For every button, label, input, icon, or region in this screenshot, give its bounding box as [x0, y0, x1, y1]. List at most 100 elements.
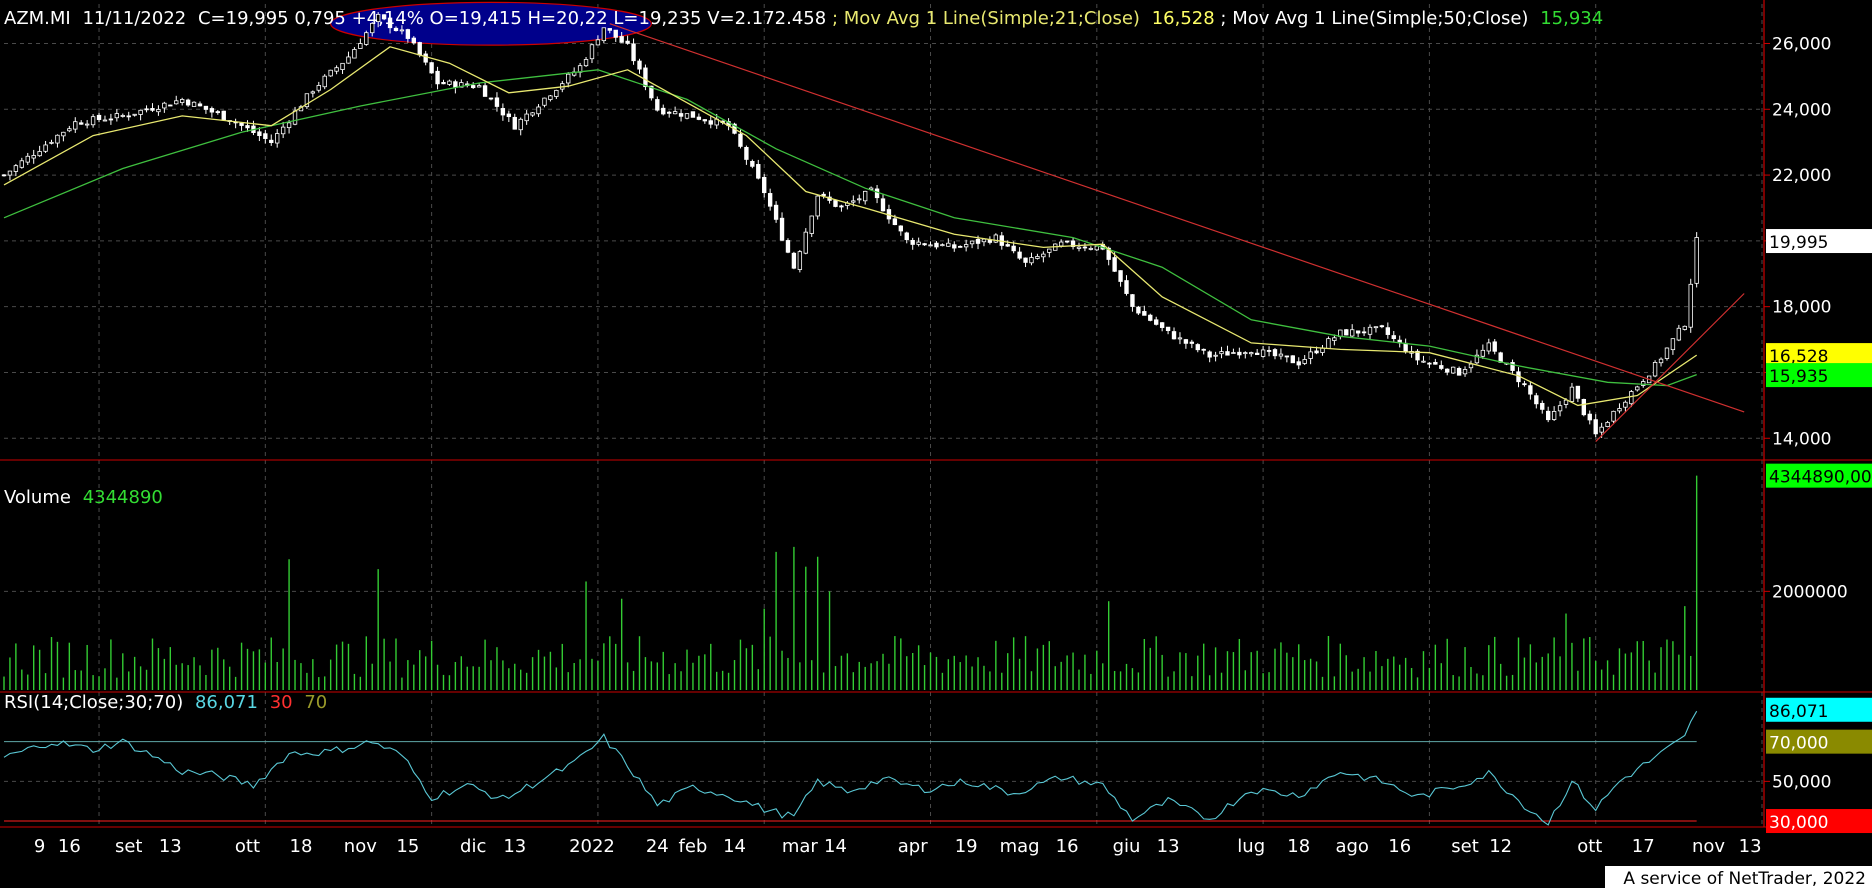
x-tick-label: 13	[1739, 836, 1762, 857]
candle-body	[162, 102, 167, 109]
price-tick-label: 18,000	[1772, 298, 1831, 318]
candle-body	[494, 97, 500, 107]
candle-body	[690, 111, 696, 118]
candle-body	[275, 133, 280, 144]
candle-body	[1249, 352, 1254, 355]
x-tick-label: 13	[1157, 836, 1180, 857]
candle-body	[1421, 360, 1426, 363]
highlight-ellipse	[330, 1, 652, 46]
candle-body	[1581, 398, 1587, 416]
x-tick-label: mag	[1000, 836, 1040, 857]
candle-body	[263, 133, 268, 139]
candle-body	[1278, 353, 1284, 357]
candle-body	[25, 155, 30, 163]
candle-body	[257, 131, 262, 137]
candle-body	[916, 241, 921, 245]
volume-label: Volume	[4, 487, 71, 508]
candle-body	[1005, 244, 1010, 247]
x-tick-label: lug	[1237, 836, 1265, 857]
x-tick-label: ott	[235, 836, 260, 857]
x-tick-label: 14	[723, 836, 746, 857]
candle-body	[423, 53, 428, 63]
candle-body	[429, 62, 434, 74]
candle-body	[1480, 349, 1486, 357]
candle-body	[269, 139, 274, 144]
candle-body	[310, 91, 316, 94]
candle-body	[1361, 331, 1367, 334]
candle-body	[79, 122, 84, 125]
candle-body	[589, 44, 595, 60]
rsi-value-tag-bg	[1766, 809, 1872, 834]
candle-body	[542, 97, 547, 106]
candle-body	[1308, 351, 1313, 359]
candle-body	[1017, 251, 1022, 259]
candle-body	[1617, 408, 1622, 412]
candle-body	[512, 116, 517, 130]
rsi-value: 86,071	[195, 692, 258, 713]
candle-body	[1551, 411, 1557, 420]
candle-body	[1611, 410, 1616, 422]
candle-body	[49, 141, 54, 144]
candle-body	[815, 195, 820, 217]
candle-body	[1641, 381, 1646, 386]
candle-body	[292, 110, 298, 125]
candle-body	[280, 126, 286, 135]
candle-body	[969, 240, 975, 245]
candle-body	[898, 225, 903, 232]
x-tick-label: nov	[344, 836, 377, 857]
candle-body	[144, 108, 149, 111]
candle-body	[643, 67, 648, 88]
candle-body	[821, 193, 826, 197]
candle-body	[1433, 361, 1438, 365]
candle-body	[631, 43, 636, 62]
candle-body	[138, 109, 143, 115]
candle-body	[1124, 280, 1129, 294]
price-tick-label: 26,000	[1772, 34, 1831, 54]
candle-body	[1456, 367, 1462, 376]
ma21-line	[3, 46, 1698, 407]
candle-body	[1445, 368, 1450, 373]
candle-body	[1023, 257, 1028, 263]
candle-body	[1599, 426, 1604, 433]
candle-body	[1260, 349, 1266, 357]
candle-body	[1510, 362, 1515, 371]
candle-body	[1439, 365, 1444, 369]
candle-body	[179, 99, 185, 103]
candle-body	[471, 85, 476, 89]
candle-body	[1142, 311, 1147, 316]
candle-body	[370, 22, 375, 34]
candle-body	[857, 198, 862, 201]
candle-body	[221, 110, 226, 121]
candle-body	[1041, 253, 1046, 258]
candle-body	[1, 174, 7, 177]
x-tick-label: dic	[460, 836, 486, 857]
price-value-tag-bg	[1766, 229, 1872, 254]
candle-body	[702, 119, 708, 122]
rsi-header: RSI(14;Close;30;70) 86,071 30 70	[4, 692, 327, 713]
candle-body	[1213, 354, 1218, 357]
candle-body	[934, 242, 939, 248]
candle-body	[1272, 349, 1278, 357]
candle-body	[1474, 354, 1480, 364]
candle-body	[1284, 355, 1290, 358]
candle-body	[1486, 342, 1491, 352]
footer-background	[1605, 866, 1872, 888]
candle-body	[1658, 358, 1664, 364]
candle-body	[1498, 352, 1503, 363]
candle-body	[286, 122, 292, 129]
candle-body	[1290, 355, 1295, 364]
candle-body	[762, 176, 767, 194]
candle-body	[1320, 347, 1325, 353]
candle-body	[1254, 352, 1260, 356]
candle-body	[1183, 339, 1189, 344]
candle-body	[120, 115, 125, 117]
candle-body	[1629, 391, 1634, 405]
candle-body	[1154, 319, 1159, 325]
x-tick-label: 19	[955, 836, 978, 857]
volume-value-tag: 4344890,00	[1769, 468, 1872, 488]
candle-body	[1688, 283, 1693, 328]
x-tick-label: 13	[503, 836, 526, 857]
candle-body	[1177, 337, 1183, 340]
candle-body	[1450, 366, 1456, 374]
